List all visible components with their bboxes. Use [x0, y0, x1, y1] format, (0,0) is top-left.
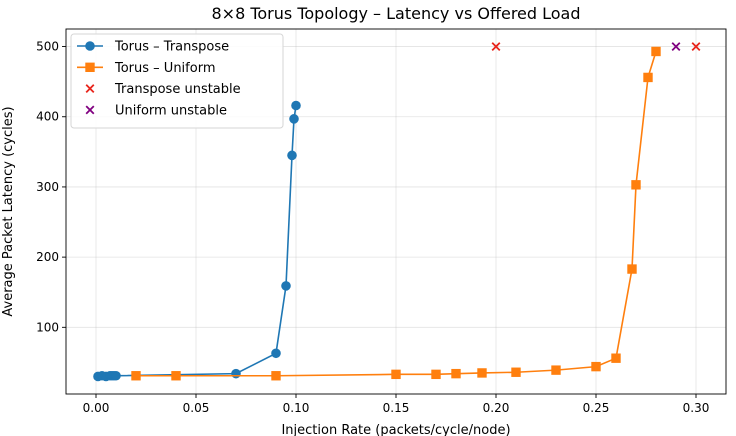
x-tick-label: 0.05	[183, 401, 210, 415]
series-3	[671, 42, 681, 51]
x-tick-label: 0.25	[583, 401, 610, 415]
legend-entry: Transpose unstable	[85, 82, 241, 97]
x-tick-label: 0.30	[683, 401, 710, 415]
data-point	[671, 42, 681, 51]
data-point	[131, 371, 141, 381]
data-point	[591, 361, 601, 372]
legend-entry: Torus – Transpose	[77, 40, 229, 55]
data-point	[477, 368, 487, 378]
legend-marker	[85, 41, 95, 51]
x-tick-label: 0.00	[83, 401, 110, 415]
data-point	[651, 46, 661, 57]
legend-box	[70, 33, 284, 129]
data-point	[431, 369, 441, 380]
data-point	[287, 150, 297, 161]
series-line	[97, 105, 297, 378]
legend-label: Torus – Transpose	[114, 40, 229, 55]
chart-title: 8×8 Torus Topology – Latency vs Offered …	[211, 4, 580, 23]
legend-marker	[85, 62, 95, 72]
legend-label: Uniform unstable	[115, 103, 227, 118]
y-tick-label: 100	[36, 320, 59, 334]
legend: Torus – Transpose Torus – Uniform Transpos…	[70, 33, 284, 129]
y-tick-label: 200	[36, 250, 59, 264]
data-point	[281, 281, 291, 291]
x-axis-label: Injection Rate (packets/cycle/node)	[281, 423, 510, 436]
data-point	[691, 42, 701, 51]
series-1	[131, 46, 661, 381]
data-point	[611, 353, 621, 363]
data-point	[271, 371, 281, 381]
data-point	[643, 72, 653, 83]
data-point	[289, 114, 299, 124]
y-tick-label: 400	[36, 110, 59, 124]
legend-marker	[85, 105, 95, 115]
y-axis-label: Average Packet Latency (cycles)	[1, 106, 16, 316]
data-point	[111, 370, 121, 381]
data-point	[231, 368, 241, 379]
data-point	[491, 42, 501, 51]
series-layer	[93, 42, 701, 382]
data-point	[391, 369, 401, 380]
data-point	[291, 100, 301, 111]
y-tick-label: 500	[36, 40, 59, 54]
x-tick-label: 0.20	[483, 401, 510, 415]
data-point	[171, 371, 181, 381]
data-point	[631, 180, 641, 190]
legend-entry: Torus – Uniform	[77, 61, 215, 76]
data-point	[627, 264, 637, 274]
series-0	[93, 100, 301, 382]
x-tick-label: 0.10	[283, 401, 310, 415]
data-point	[451, 368, 461, 379]
data-point	[511, 367, 521, 377]
data-point	[271, 348, 281, 359]
y-tick-label: 300	[36, 180, 59, 194]
axis-ticks: 0.00 0.05 0.10 0.15 0.20 0.25 0.30 100 200 300 400…	[36, 40, 709, 415]
series-2	[491, 42, 701, 51]
legend-marker	[85, 84, 95, 94]
legend-entry: Uniform unstable	[85, 103, 227, 118]
data-point	[551, 365, 561, 375]
legend-label: Torus – Uniform	[114, 61, 215, 76]
legend-label: Transpose unstable	[114, 82, 241, 97]
x-tick-label: 0.15	[383, 401, 410, 415]
